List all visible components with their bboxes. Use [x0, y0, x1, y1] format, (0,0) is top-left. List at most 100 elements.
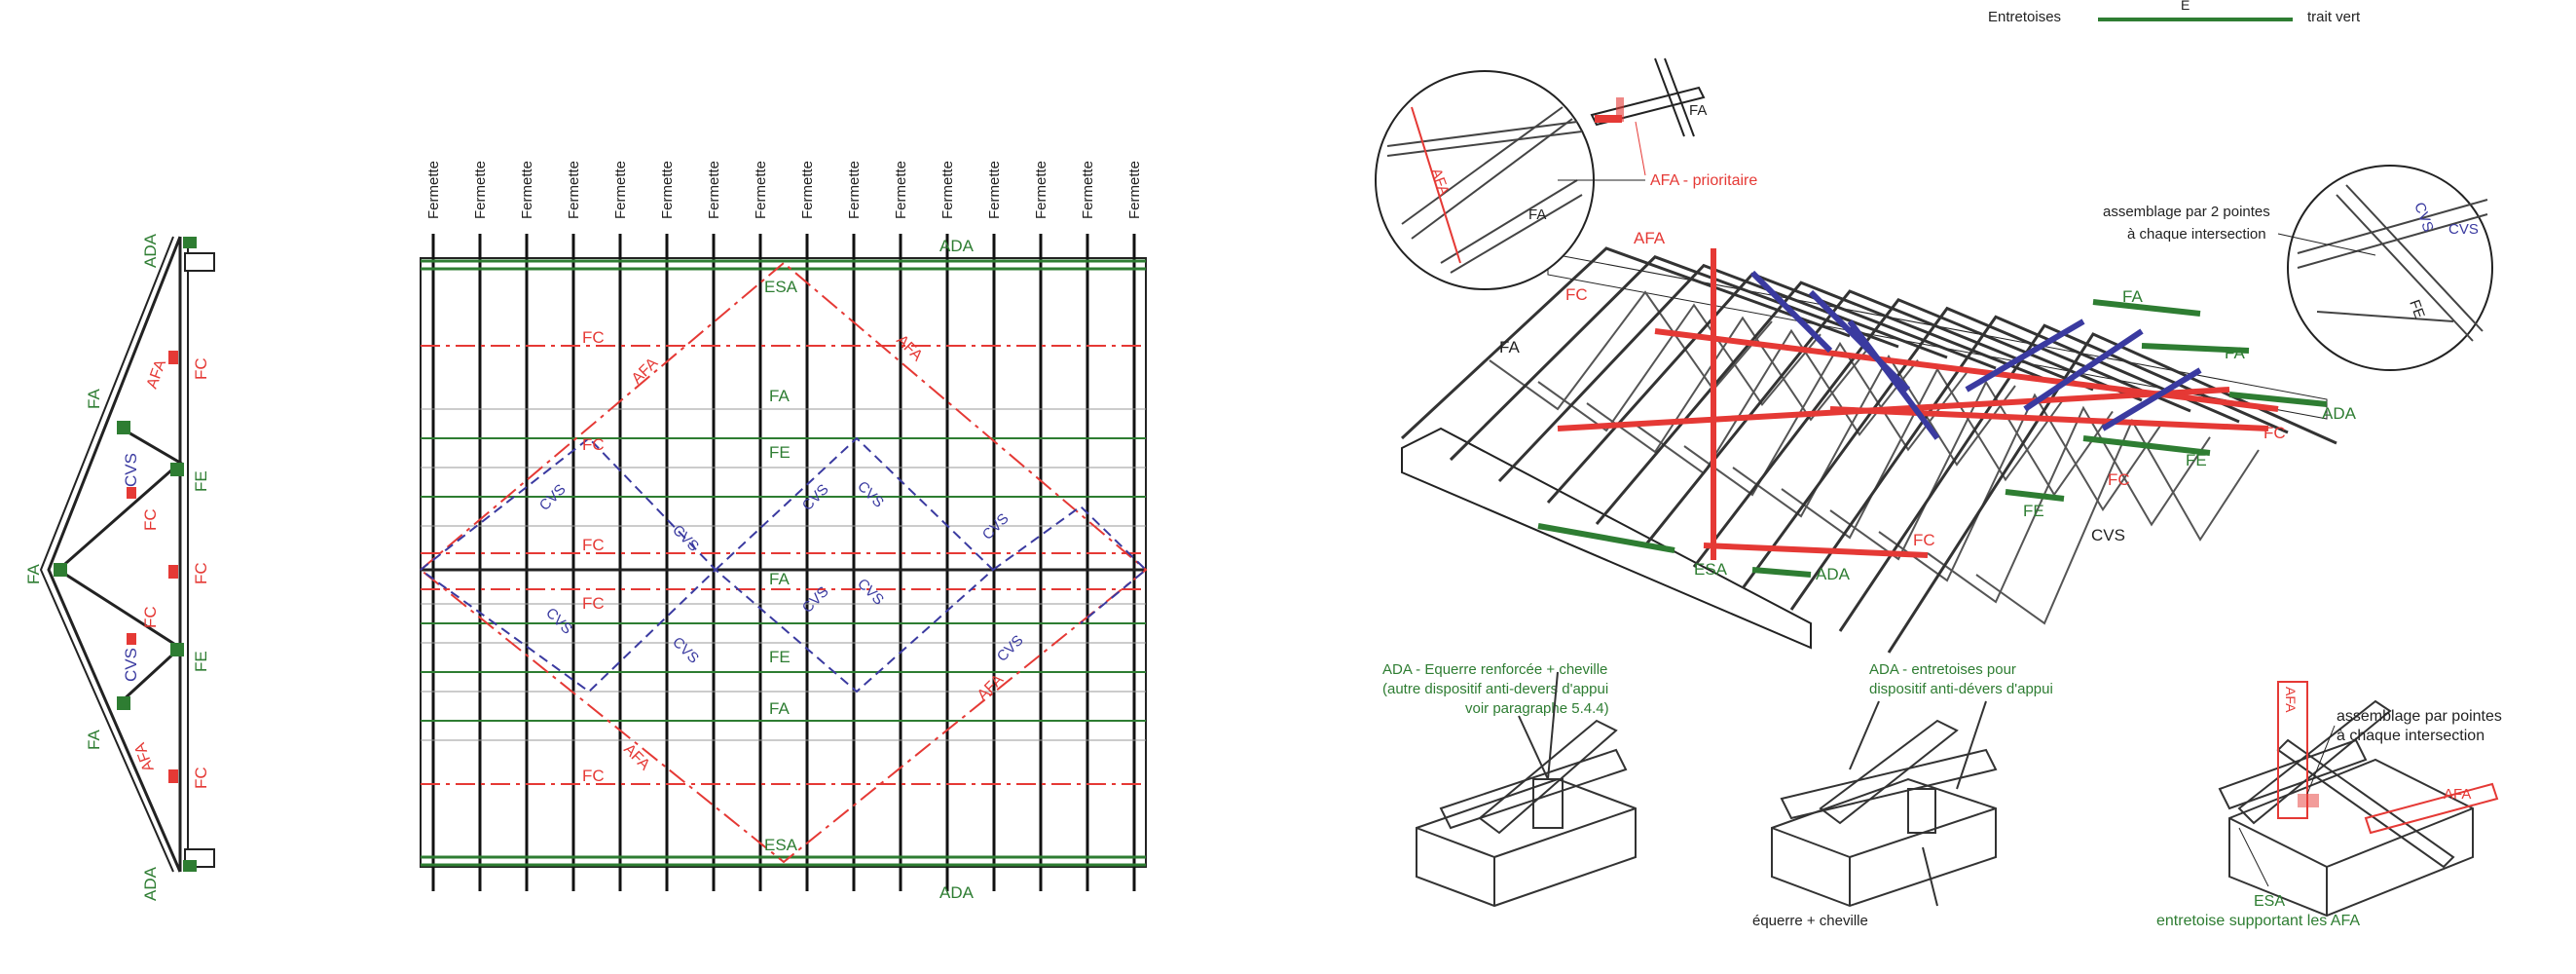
- iso-ada-bottom: ADA: [1816, 565, 1851, 583]
- fermette-label: Fermette: [1080, 161, 1096, 219]
- truss-ada-bottom: ADA: [141, 866, 160, 901]
- truss-fe-upper: FE: [192, 470, 210, 492]
- plan-fc-4: FC: [582, 594, 605, 613]
- iso-truss-web: [1586, 316, 1870, 454]
- truss-fc-5: FC: [192, 767, 210, 789]
- plan-afa-3: AFA: [975, 671, 1008, 704]
- iso-truss: [1497, 263, 1948, 483]
- fermette-label: Fermette: [753, 161, 769, 219]
- plan-fc-1: FC: [582, 328, 605, 347]
- fermette-label: Fermette: [519, 161, 535, 219]
- iso-fc-mid: FC: [2108, 470, 2130, 489]
- iso-fc-left: FC: [1565, 285, 1588, 304]
- assemblage-line1: assemblage par pointes: [2337, 708, 2502, 725]
- truss-elevation: ADA ADA FA FA FA AFA AFA FC FC FC FC FC …: [24, 233, 215, 901]
- detail-circle-afa: AFA FA: [1375, 70, 1595, 290]
- legend-entretoises: Entretoises: [1988, 9, 2061, 25]
- ada1-line1: ADA - Equerre renforcée + cheville: [1382, 661, 1607, 678]
- truss-fc-2: FC: [141, 508, 160, 531]
- plan-fe-2: FE: [769, 648, 791, 666]
- truss-fa-apex: FA: [24, 564, 43, 584]
- truss-cvs-lower: CVS: [122, 648, 140, 682]
- iso-fc-right: FC: [2263, 424, 2286, 442]
- iso-esa: ESA: [1694, 560, 1728, 579]
- iso-fa-right2: FA: [2225, 344, 2245, 362]
- fermette-label: Fermette: [939, 161, 956, 219]
- afa-assemblage-detail: AFA AFA assemblage par pointes à chaque …: [2156, 681, 2502, 929]
- fermette-label: Fermette: [1033, 161, 1049, 219]
- iso-truss: [1449, 255, 1899, 462]
- iso-truss: [1595, 281, 2045, 525]
- truss-fc-4: FC: [141, 606, 160, 628]
- truss-ada-top: ADA: [141, 233, 160, 268]
- ada1-line2: (autre dispositif anti-devers d'appui: [1382, 681, 1608, 697]
- iso-truss: [1741, 306, 2191, 589]
- fermette-label: Fermette: [986, 161, 1003, 219]
- ada1-line3: voir paragraphe 5.4.4): [1465, 700, 1609, 717]
- iso-cvs: CVS: [2091, 526, 2125, 544]
- iso-truss-web: [1781, 367, 2065, 540]
- equerre-label: équerre + cheville: [1752, 913, 1868, 929]
- iso-truss: [1692, 297, 2143, 568]
- plan-ada-top: ADA: [939, 237, 975, 255]
- iso-truss: [1838, 323, 2289, 632]
- fermette-label: Fermette: [799, 161, 816, 219]
- truss-cvs-upper: CVS: [122, 453, 140, 487]
- truss-fc-1: FC: [192, 357, 210, 380]
- iso-truss-web: [1829, 380, 2114, 561]
- iso-truss-web: [1732, 355, 2016, 518]
- detail2-line1: assemblage par 2 pointes: [2103, 204, 2270, 220]
- detail2-fe: FE: [2406, 298, 2428, 321]
- fermette-label: Fermette: [1126, 161, 1143, 219]
- isometric-roof: AFA FC FA FA FA ADA FC FE FC FE CVS FC E…: [1400, 229, 2357, 654]
- plan-cvs-1: CVS: [536, 481, 570, 514]
- plan-fc-3: FC: [582, 536, 605, 554]
- iso-truss-web: [1878, 393, 2162, 582]
- plan-esa-top: ESA: [764, 278, 798, 296]
- iso-ada-right: ADA: [2322, 404, 2357, 423]
- fermette-label: Fermette: [566, 161, 582, 219]
- detail2-cvs: CVS: [2448, 221, 2479, 238]
- plan-cvs-5: CVS: [979, 510, 1012, 543]
- plan-afa-4: AFA: [620, 741, 653, 774]
- plan-fe-1: FE: [769, 443, 791, 462]
- plan-fa-2: FA: [769, 570, 790, 588]
- ada-detail-1: ADA - Equerre renforcée + cheville (autr…: [1382, 661, 1637, 908]
- fermette-label: Fermette: [612, 161, 629, 219]
- iso-fe-mid: FE: [2023, 502, 2044, 520]
- plan-ada-bottom: ADA: [939, 883, 975, 902]
- det-afa-vertical: AFA: [2283, 687, 2299, 713]
- plan-esa-bottom: ESA: [764, 836, 798, 854]
- plan-cvs-7: CVS: [669, 634, 702, 667]
- iso-truss: [1887, 332, 2337, 654]
- fermette-label: Fermette: [425, 161, 442, 219]
- legend: Entretoises E trait vert: [1988, 0, 2361, 25]
- plan-fa-1: FA: [769, 387, 790, 405]
- detail1-fa: FA: [1689, 102, 1707, 119]
- fermette-label: Fermette: [472, 161, 489, 219]
- iso-truss-web: [1489, 290, 1773, 411]
- truss-fe-lower: FE: [192, 651, 210, 672]
- legend-code-e: E: [2181, 0, 2190, 13]
- iso-fa-left: FA: [1499, 338, 1520, 356]
- fermette-label: Fermette: [706, 161, 722, 219]
- esa-label: ESA: [2254, 893, 2285, 910]
- detail-circle-assemblage: CVS CVS FE assemblage par 2 pointes à ch…: [2103, 165, 2493, 371]
- truss-fc-3: FC: [192, 562, 210, 584]
- iso-truss-web: [1537, 303, 1822, 432]
- ada2-line2: dispositif anti-dévers d'appui: [1869, 681, 2053, 697]
- plan-cvs-4: CVS: [854, 478, 887, 511]
- plan-cvs-6: CVS: [542, 605, 575, 638]
- fermette-label: Fermette: [659, 161, 676, 219]
- plan-fc-5: FC: [582, 767, 605, 785]
- plan-fa-3: FA: [769, 699, 790, 718]
- afa-prioritaire: AFA - prioritaire: [1650, 172, 1757, 189]
- iso-truss-web: [1927, 405, 2211, 604]
- truss-fa-lower: FA: [85, 730, 103, 750]
- fermette-label: Fermette: [893, 161, 909, 219]
- plan-cvs-8: CVS: [799, 583, 832, 617]
- legend-trait-vert: trait vert: [2307, 9, 2361, 25]
- detail2-line2: à chaque intersection: [2127, 226, 2266, 243]
- plan-cvs-10: CVS: [994, 632, 1027, 665]
- iso-afa: AFA: [1634, 229, 1666, 247]
